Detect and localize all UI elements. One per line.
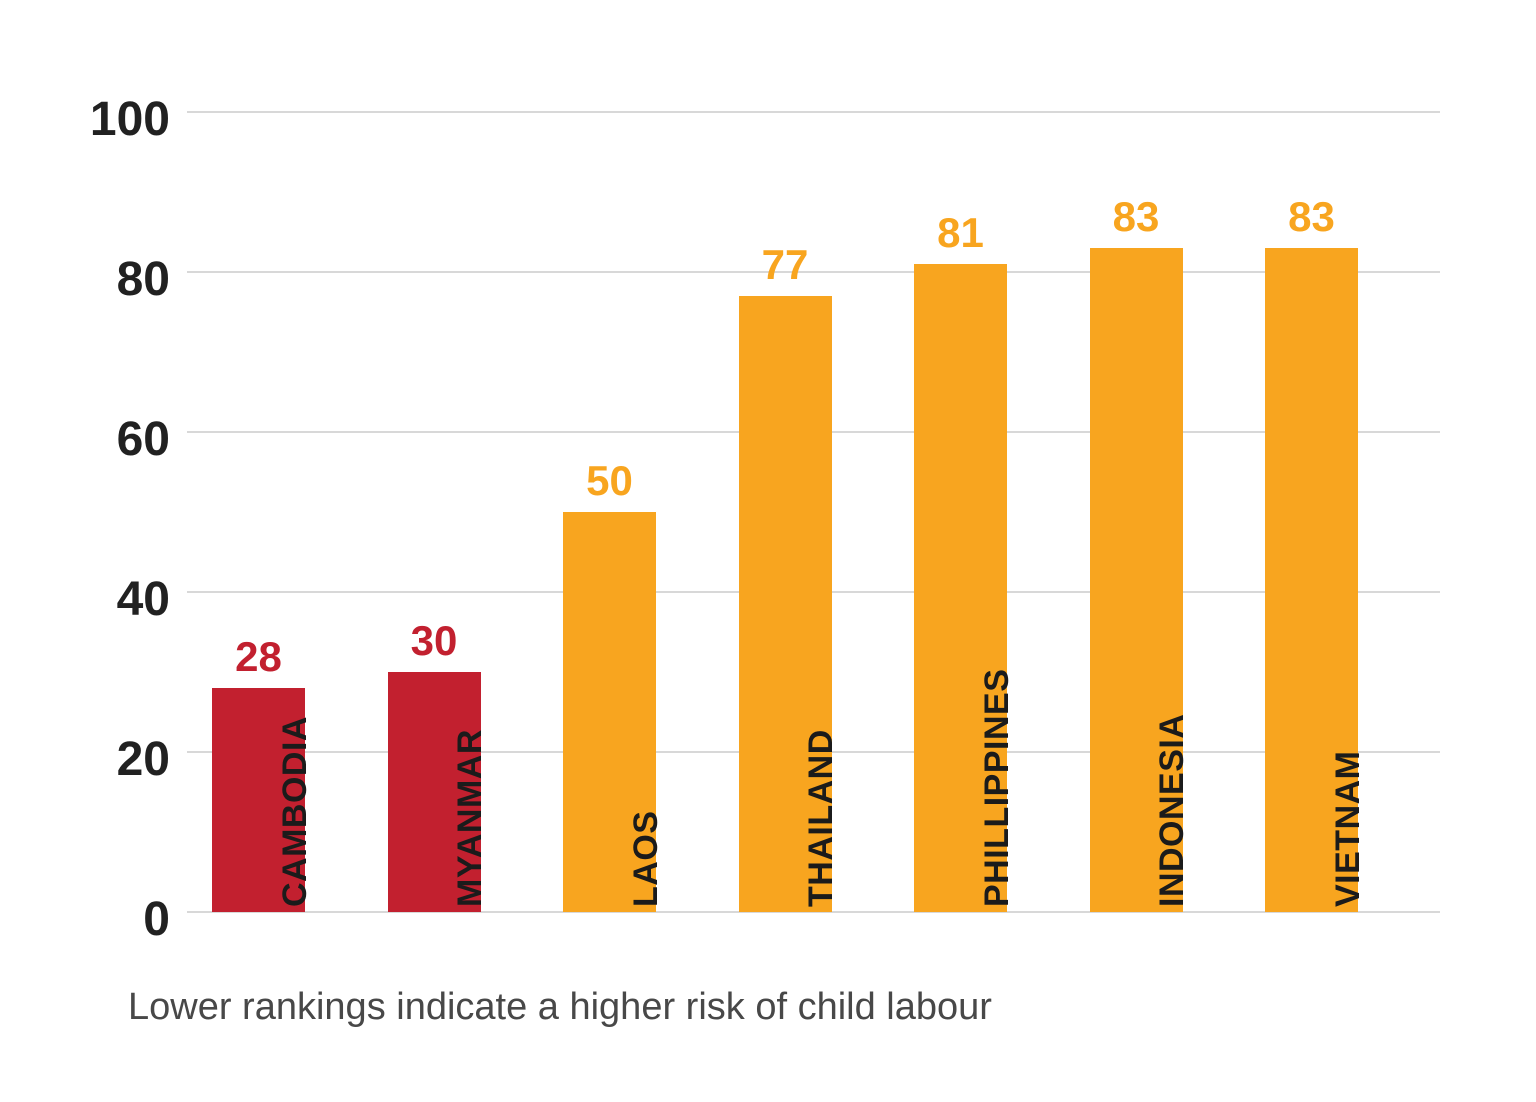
- bar-category-label: MYANMAR: [451, 729, 489, 907]
- bar: [1265, 248, 1358, 912]
- y-tick-label: 80: [116, 253, 170, 306]
- bar-value-label: 83: [1112, 193, 1160, 240]
- bar-value-label: 83: [1288, 193, 1335, 240]
- y-tick-label: 40: [116, 573, 170, 626]
- gridline: [187, 911, 1440, 913]
- bar: [387, 672, 481, 912]
- bar-category-label: LAOS: [626, 810, 665, 907]
- bar-value-label: 81: [937, 209, 984, 256]
- chart-caption: Lower rankings indicate a higher risk of…: [128, 986, 992, 1028]
- bar-value-label: 77: [761, 241, 809, 288]
- y-tick-label: 100: [89, 93, 170, 146]
- bar-category-label: VIETNAM: [1328, 750, 1367, 908]
- gridline: [187, 271, 1440, 273]
- bar-category-label: INDONESIA: [1153, 713, 1191, 907]
- bar-value-label: 28: [235, 633, 282, 680]
- bar-value-label: 30: [410, 617, 458, 664]
- bar-value-label: 50: [586, 457, 633, 504]
- y-tick-label: 60: [116, 413, 170, 466]
- bar-category-label: PHILLIPPINES: [977, 668, 1016, 907]
- bar: [914, 264, 1007, 912]
- bar-category-label: CAMBODIA: [275, 716, 314, 907]
- bar: [563, 512, 656, 912]
- gridline: [187, 111, 1440, 113]
- y-tick-label: 0: [143, 893, 170, 946]
- bar: [738, 296, 832, 912]
- y-tick-label: 20: [116, 733, 170, 786]
- bar-category-label: THAILAND: [802, 729, 840, 907]
- bar: [1089, 248, 1183, 912]
- bar: [212, 688, 305, 912]
